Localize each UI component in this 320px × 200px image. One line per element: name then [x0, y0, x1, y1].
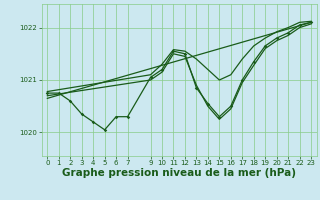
X-axis label: Graphe pression niveau de la mer (hPa): Graphe pression niveau de la mer (hPa) [62, 168, 296, 178]
